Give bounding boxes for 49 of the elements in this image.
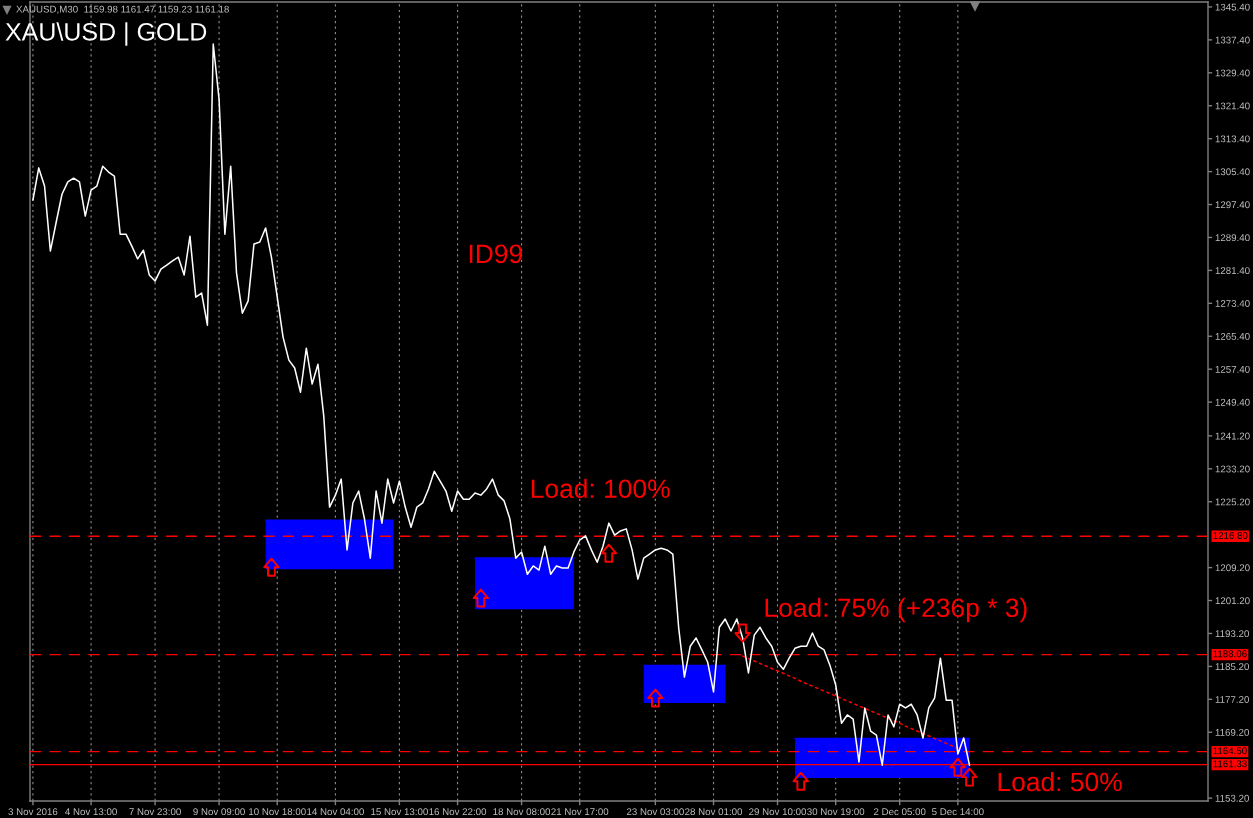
x-tick-label: 10 Nov 18:00 xyxy=(249,808,306,816)
annotation: ID99 xyxy=(469,244,522,264)
y-tick-label: 1185.20 xyxy=(1215,663,1249,671)
x-tick-label: 3 Nov 2016 xyxy=(8,808,58,816)
ref-line-label: 1164.50 xyxy=(1213,747,1247,755)
y-tick-label: 1153.20 xyxy=(1215,794,1249,802)
y-tick-label: 1273.40 xyxy=(1215,300,1250,307)
x-tick-label: 21 Nov 17:00 xyxy=(551,808,609,816)
x-tick-label: 4 Nov 13:00 xyxy=(65,808,117,816)
x-tick-label: 23 Nov 03:00 xyxy=(626,808,684,816)
x-tick-label: 15 Nov 13:00 xyxy=(371,808,428,816)
x-tick-label: 30 Nov 19:00 xyxy=(807,808,865,816)
y-tick-label: 1169.20 xyxy=(1215,728,1249,736)
y-tick-label: 1241.20 xyxy=(1215,432,1250,440)
text: Load: 50% xyxy=(998,771,1122,792)
x-tick-label: 29 Nov 10:00 xyxy=(749,808,807,816)
y-tick-label: 1345.40 xyxy=(1215,3,1250,11)
y-tick-label: 1249.40 xyxy=(1215,398,1250,406)
y-tick-label: 1337.40 xyxy=(1215,36,1250,44)
x-tick-label: 28 Nov 01:00 xyxy=(685,808,743,816)
ref-line-label: 1216.80 xyxy=(1213,532,1248,539)
annotation: Load: 75% (+236p * 3) xyxy=(765,597,1027,623)
y-tick-label: 1321.40 xyxy=(1215,102,1250,110)
text: XAU\USD | GOLD xyxy=(5,22,207,46)
y-tick-label: 1177.20 xyxy=(1215,696,1249,703)
x-tick-label: 9 Nov 09:00 xyxy=(193,808,245,816)
y-tick-label: 1281.40 xyxy=(1215,267,1250,275)
y-tick-label: 1313.40 xyxy=(1215,135,1250,143)
x-tick-label: 5 Dec 14:00 xyxy=(932,808,984,816)
y-tick-label: 1265.40 xyxy=(1215,332,1250,340)
ref-line-label: 1188.06 xyxy=(1213,650,1247,658)
x-tick-label: 18 Nov 08:00 xyxy=(493,808,551,816)
x-tick-label: 14 Nov 04:00 xyxy=(307,808,364,816)
y-tick-label: 1201.20 xyxy=(1215,597,1250,605)
y-tick-label: 1225.20 xyxy=(1215,498,1250,506)
y-tick-label: 1209.20 xyxy=(1215,564,1250,572)
y-tick-label: 1257.40 xyxy=(1215,365,1250,373)
x-tick-label: 7 Nov 23:00 xyxy=(129,808,181,816)
y-tick-label: 1193.20 xyxy=(1215,630,1249,638)
y-tick-label: 1297.40 xyxy=(1215,201,1250,209)
y-tick-label: 1289.40 xyxy=(1215,234,1250,242)
x-tick-label: 2 Dec 05:00 xyxy=(873,808,926,816)
annotation: Load: 100% xyxy=(531,478,670,499)
ref-line-label: 1161.33 xyxy=(1213,760,1247,768)
y-tick-label: 1305.40 xyxy=(1215,168,1250,176)
chart-subtitle: XAUUSD,M30 1159.98 1161.47 1159.23 1161.18 xyxy=(16,5,229,14)
y-tick-label: 1233.20 xyxy=(1215,465,1250,473)
x-tick-label: 16 Nov 22:00 xyxy=(429,808,487,816)
y-tick-label: 1329.40 xyxy=(1215,69,1250,77)
